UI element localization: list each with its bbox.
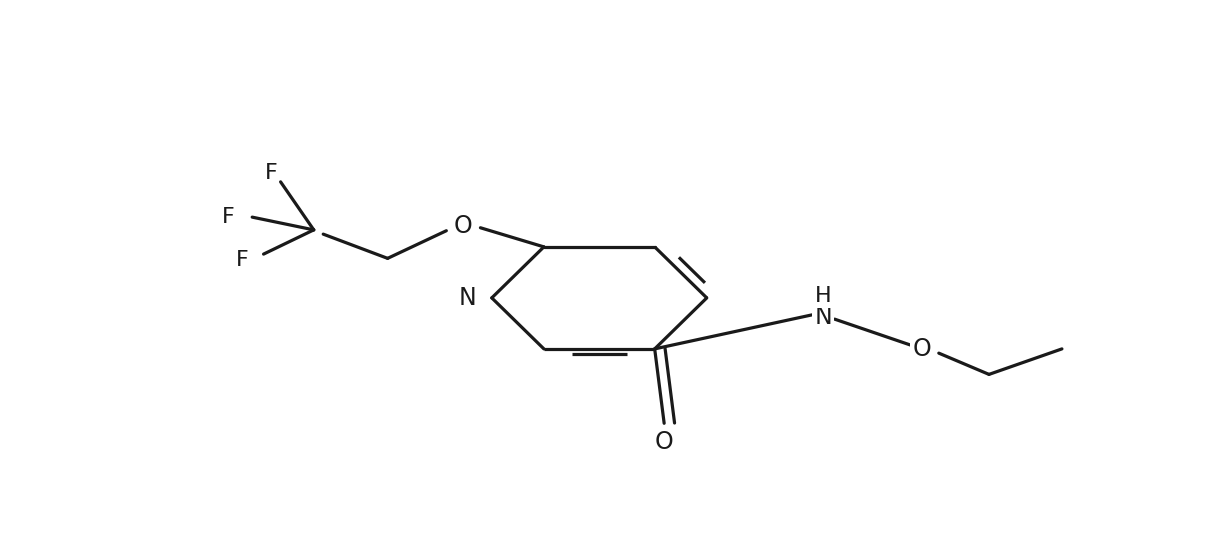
Text: O: O (913, 337, 931, 361)
Text: H: H (815, 286, 832, 306)
Text: N: N (814, 305, 832, 329)
Text: N: N (458, 286, 477, 310)
Text: O: O (455, 214, 473, 237)
Text: F: F (236, 251, 249, 270)
Text: O: O (655, 431, 673, 454)
Text: F: F (222, 207, 235, 227)
Text: F: F (265, 163, 277, 183)
